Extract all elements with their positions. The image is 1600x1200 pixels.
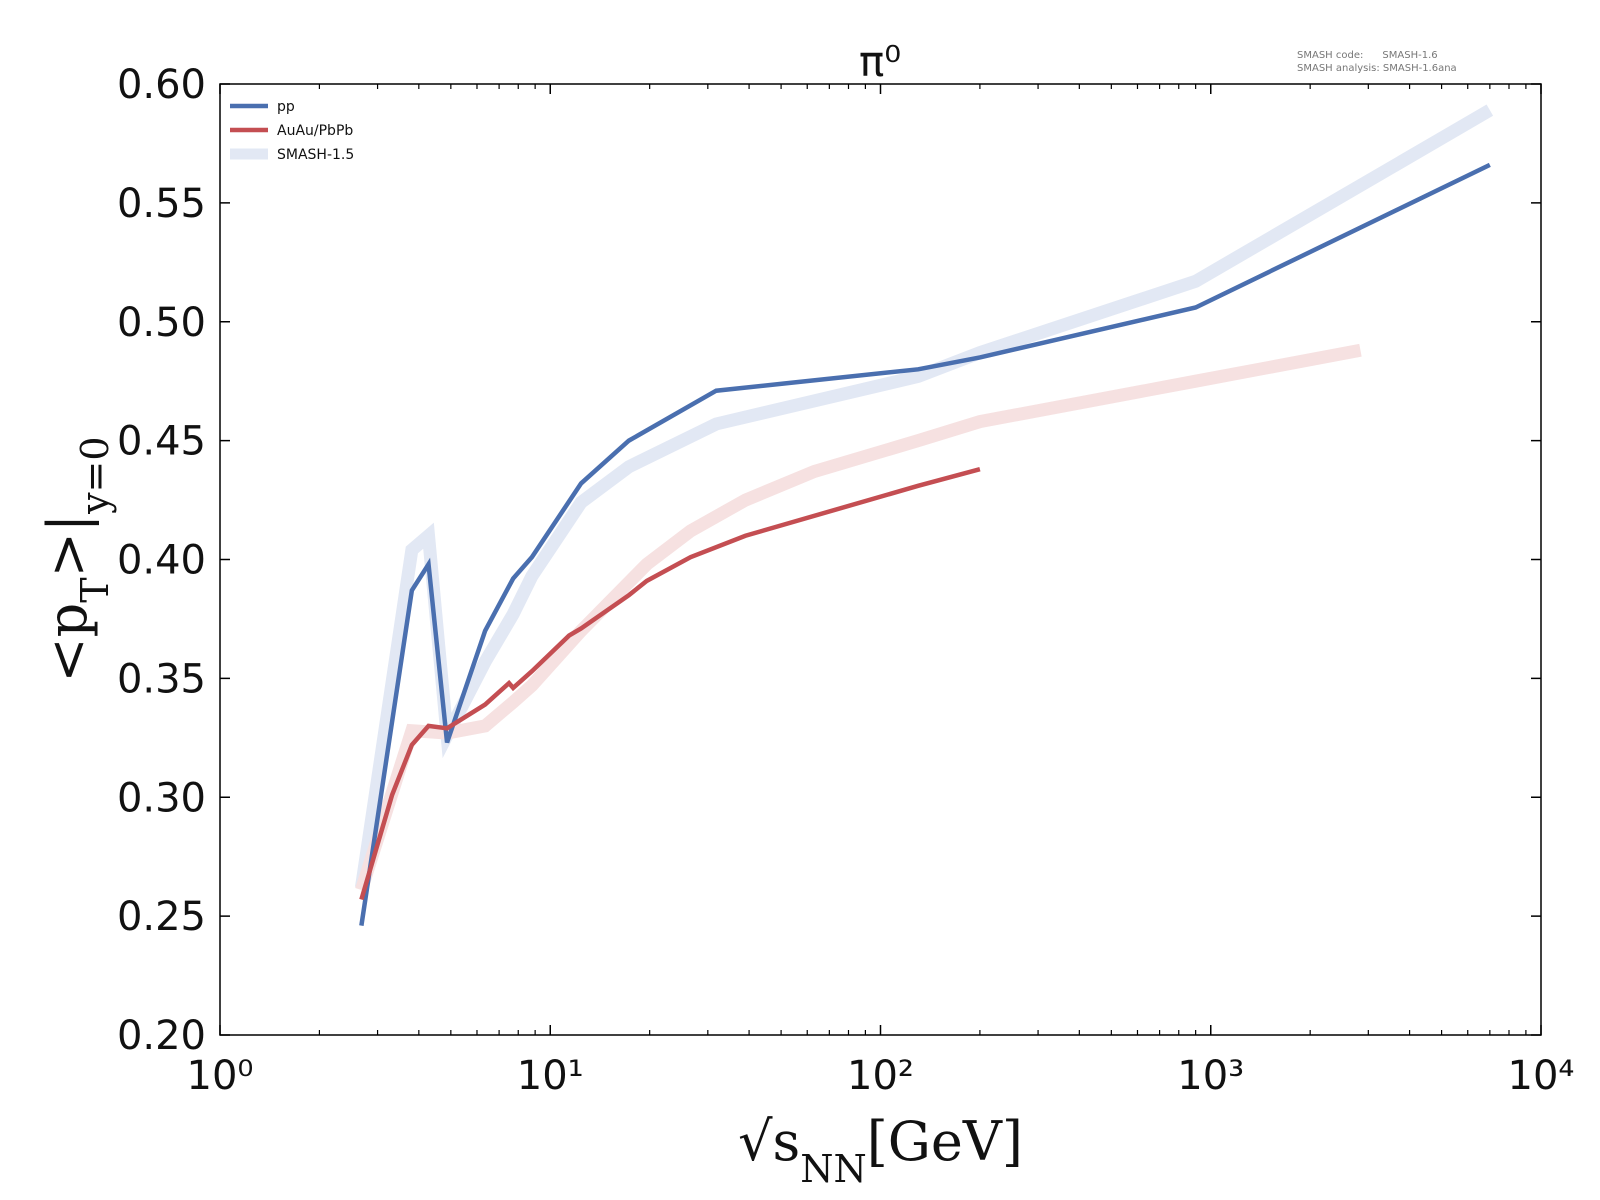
plot-frame xyxy=(219,83,1542,1036)
x-tick-label: 10² xyxy=(847,1053,914,1099)
y-tick-label: 0.50 xyxy=(117,300,206,346)
y-tick-label: 0.25 xyxy=(117,894,206,940)
x-tick-label: 10¹ xyxy=(517,1053,584,1099)
x-axis-label: √sNN[GeV] xyxy=(738,1110,1023,1191)
legend-label: AuAu/PbPb xyxy=(277,123,353,139)
y-axis-label-part: T xyxy=(73,577,117,602)
y-tick-label: 0.30 xyxy=(117,775,206,821)
data-line xyxy=(359,162,1491,926)
y-axis-label-part: <p xyxy=(36,603,99,683)
y-tick-label: 0.40 xyxy=(117,538,206,584)
legend-label: SMASH-1.5 xyxy=(277,147,354,163)
x-tick-label: 10³ xyxy=(1177,1053,1244,1099)
x-axis-label-part: [GeV] xyxy=(867,1110,1023,1173)
annotation: SMASH code: SMASH-1.6 xyxy=(1297,50,1438,61)
reference-line xyxy=(355,343,1362,892)
reference-line xyxy=(354,104,1494,889)
annotation: SMASH analysis: SMASH-1.6ana xyxy=(1297,63,1457,74)
y-tick-label: 0.45 xyxy=(117,419,206,465)
y-axis-label: <pT>|y=0 xyxy=(36,436,117,682)
y-tick-label: 0.35 xyxy=(117,656,206,702)
x-tick-label: 10⁴ xyxy=(1508,1053,1575,1099)
x-axis-label-part: √s xyxy=(738,1110,800,1173)
legend-label: pp xyxy=(277,99,295,115)
y-tick-label: 0.20 xyxy=(117,1013,206,1059)
chart-title: π⁰ xyxy=(859,37,901,86)
y-tick-label: 0.60 xyxy=(117,62,206,108)
y-axis-label-part: y=0 xyxy=(73,436,117,514)
x-tick-label: 10⁰ xyxy=(187,1053,254,1099)
data-line xyxy=(359,466,981,901)
x-axis-label-part: NN xyxy=(800,1147,867,1191)
y-axis-label-part: >| xyxy=(36,514,99,577)
y-tick-label: 0.55 xyxy=(117,181,206,227)
